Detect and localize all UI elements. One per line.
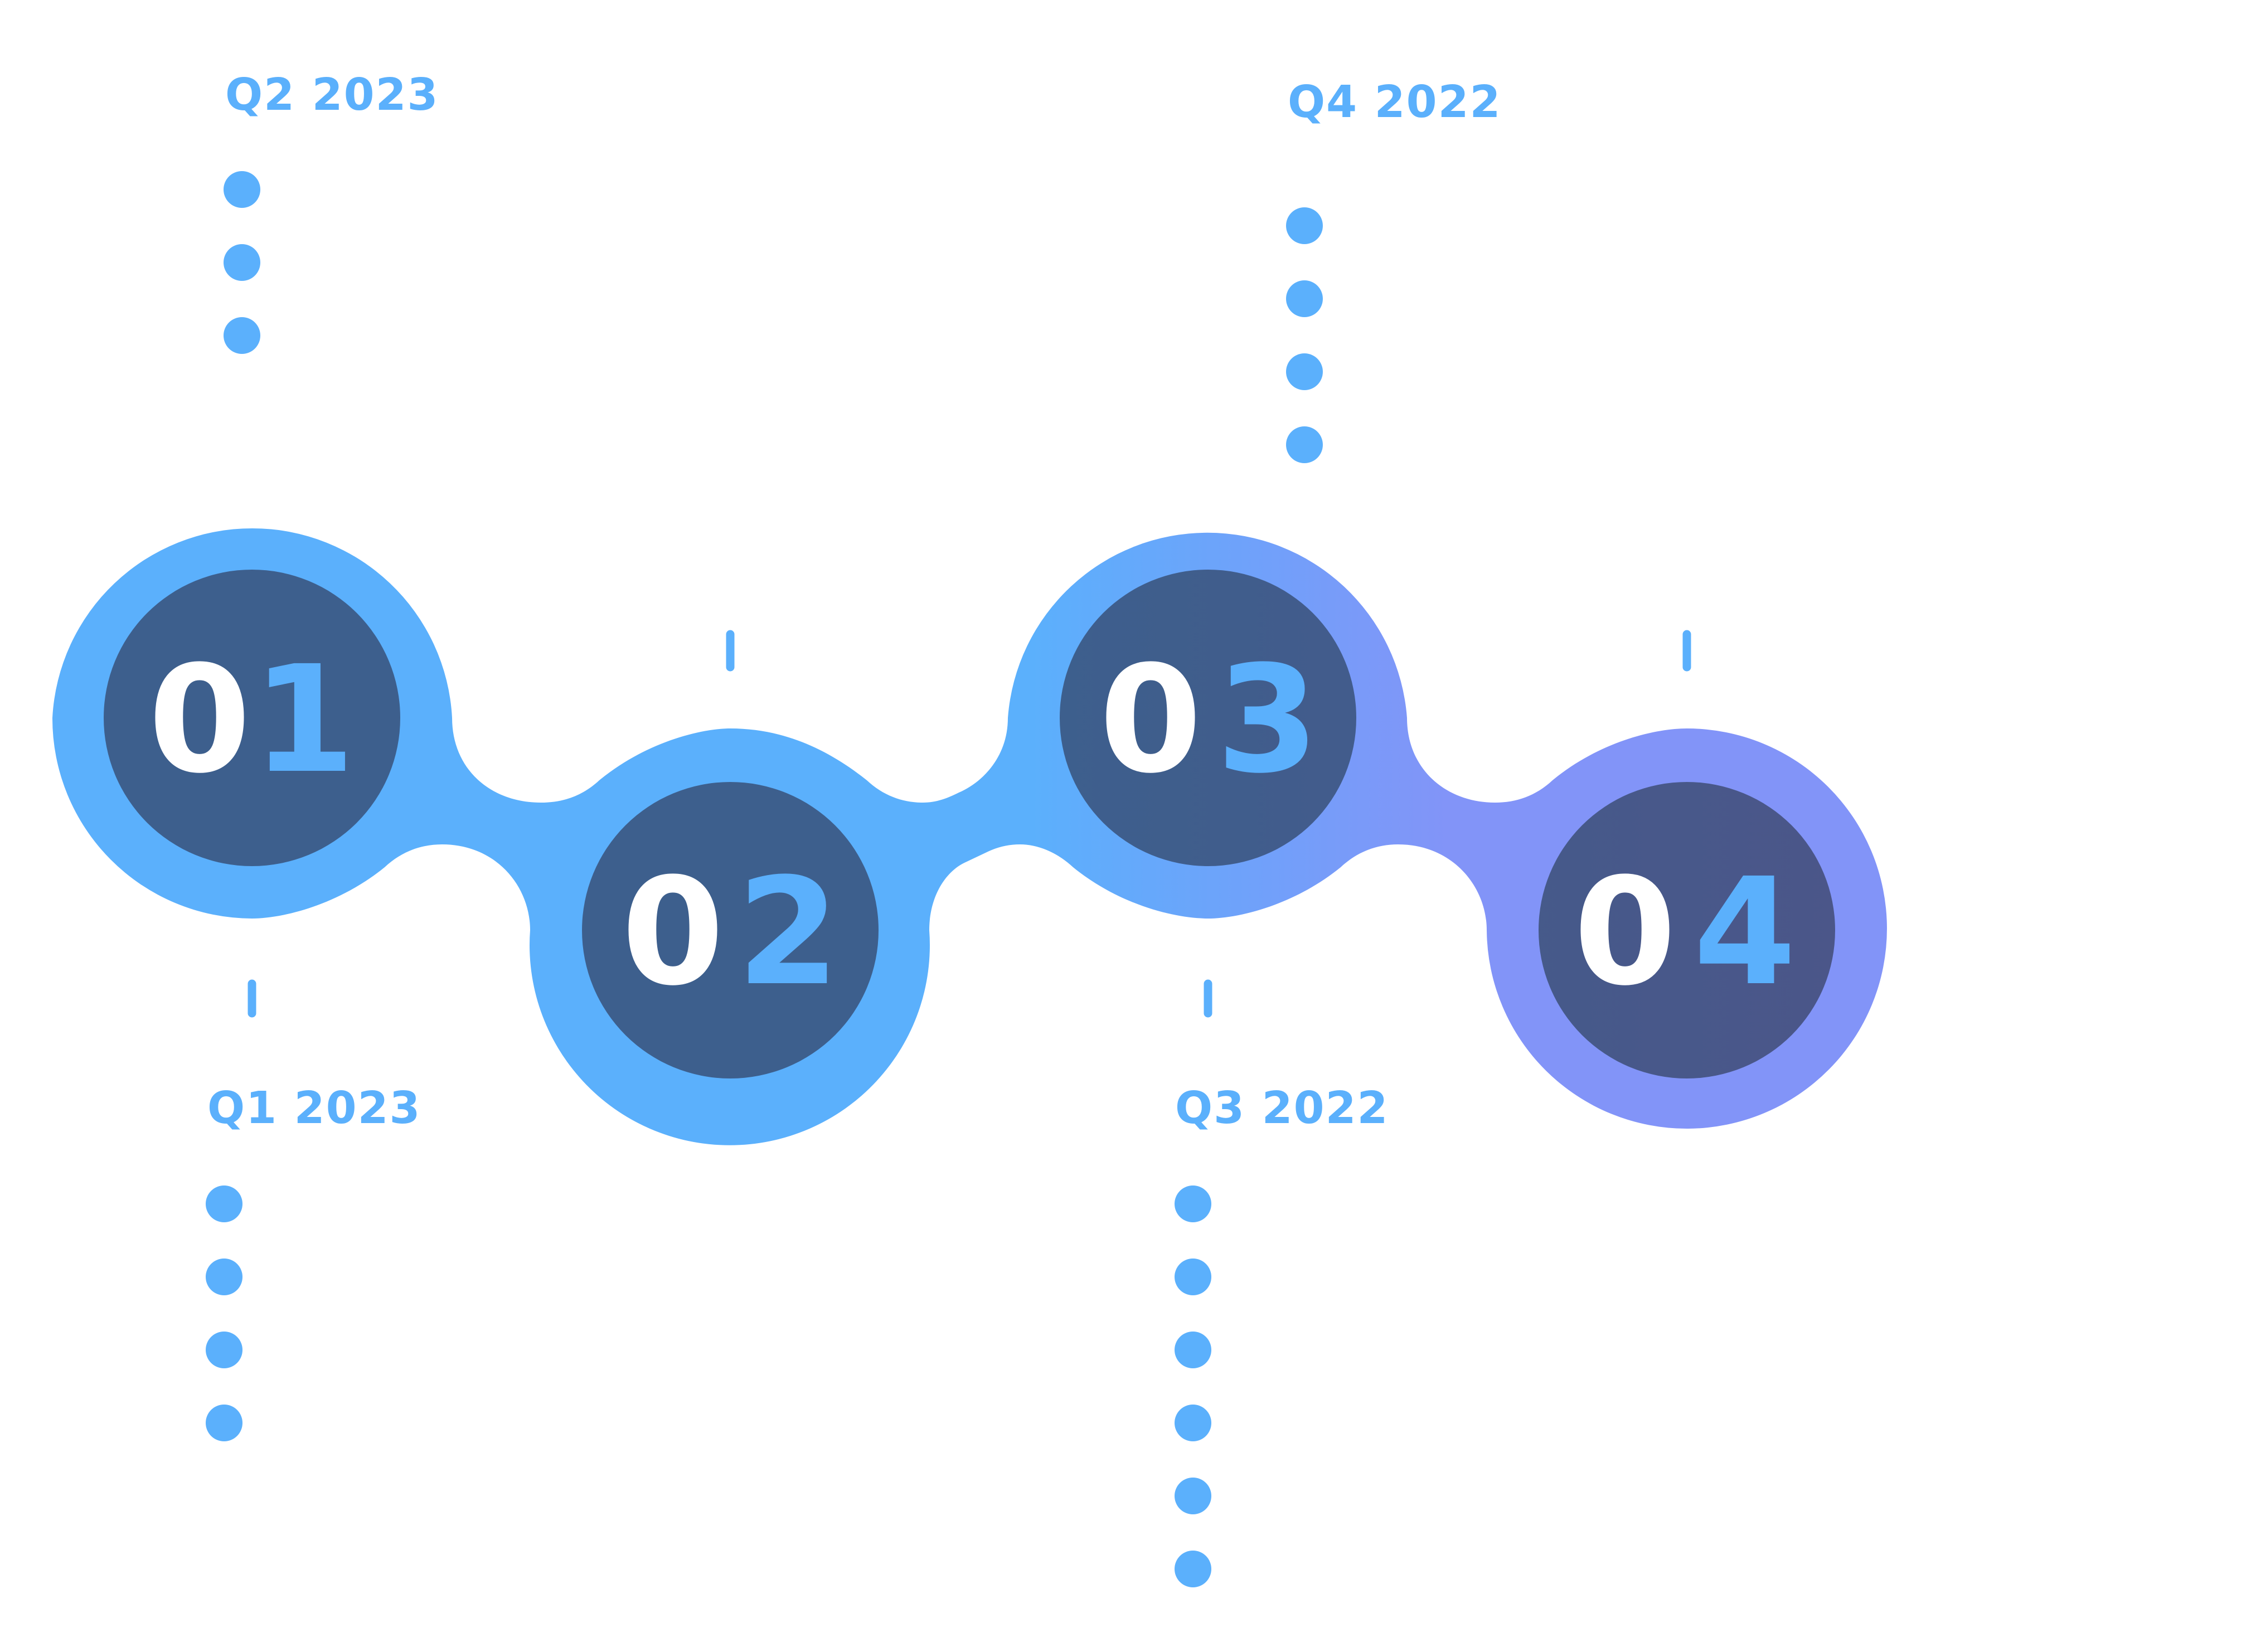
bullet-dot xyxy=(1175,1478,1211,1514)
step-4-zero: 0 xyxy=(1574,847,1676,1018)
bullet-dot xyxy=(224,244,260,281)
step-1-zero: 0 xyxy=(148,634,251,806)
bullet-dot xyxy=(206,1259,242,1295)
step-2-digit: 2 xyxy=(737,847,840,1018)
step-3-zero: 0 xyxy=(1099,634,1202,806)
tick-marks xyxy=(248,630,1691,1018)
quarter-labels: Q1 2023 Q2 2023 Q3 2022 Q4 2022 xyxy=(207,69,1502,1134)
bullet-dots xyxy=(206,171,1323,1587)
quarter-label-3: Q3 2022 xyxy=(1175,1082,1389,1134)
step-4-disc xyxy=(1539,782,1835,1078)
bullet-dot xyxy=(1175,1332,1211,1368)
step-3-digit: 3 xyxy=(1216,634,1319,806)
bullet-dot xyxy=(224,317,260,354)
quarter-label-1: Q1 2023 xyxy=(207,1082,421,1134)
bullet-dot xyxy=(1286,353,1323,390)
step-1-digit: 1 xyxy=(253,634,355,806)
step-3-disc xyxy=(1060,570,1356,866)
bullet-dot xyxy=(206,1405,242,1441)
bullet-dot xyxy=(1286,280,1323,317)
bullet-dot xyxy=(224,171,260,208)
quarter-label-4: Q4 2022 xyxy=(1288,76,1502,128)
bullet-dot xyxy=(1286,426,1323,463)
step-2-disc xyxy=(582,782,879,1078)
bullet-dot xyxy=(1175,1551,1211,1587)
bullet-dot xyxy=(206,1332,242,1368)
timeline-ribbon xyxy=(52,528,1887,1145)
step-2-zero: 0 xyxy=(622,847,724,1018)
quarter-label-2: Q2 2023 xyxy=(225,69,439,120)
bullet-dot xyxy=(206,1185,242,1222)
bullet-dot xyxy=(1175,1405,1211,1441)
bullet-dot xyxy=(1286,207,1323,244)
bullet-dot xyxy=(1175,1259,1211,1295)
step-4-digit: 4 xyxy=(1694,847,1796,1018)
step-1-disc xyxy=(104,570,400,866)
step-discs: 0 10 20 30 4 xyxy=(104,570,1835,1078)
bullet-dot xyxy=(1175,1185,1211,1222)
